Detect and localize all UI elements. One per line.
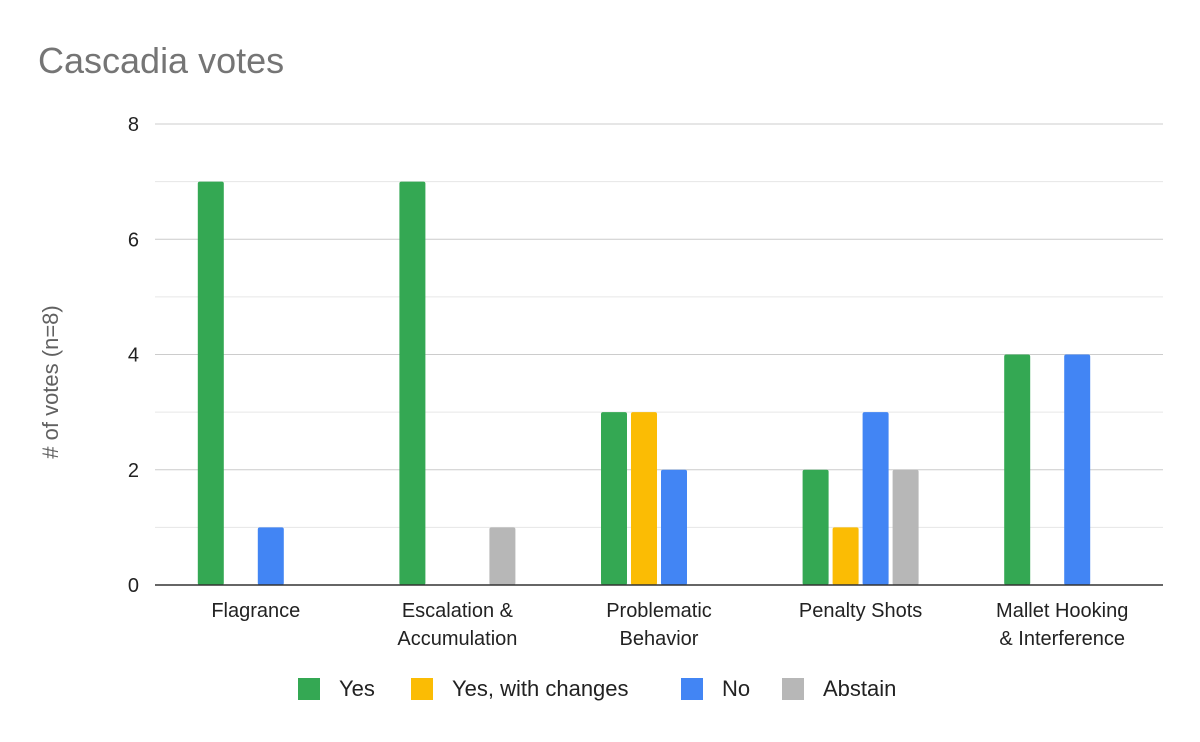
bar-no [661,469,687,585]
y-tick-label: 8 [128,114,139,136]
legend-swatch [298,678,320,700]
legend-item: No [681,676,750,702]
bar-abstain [489,527,516,585]
legend-label: Yes, with changes [452,676,629,701]
x-tick-label: Escalation & [402,600,514,622]
legend: Yes Yes, with changes No Abstain [0,676,1200,706]
bar-no [257,527,284,585]
legend-swatch [411,678,433,700]
bar-yes [601,412,627,585]
y-axis-label: # of votes (n=8) [38,305,63,458]
x-tick-label: Flagrance [211,600,300,622]
y-tick-label: 0 [128,575,139,597]
x-tick-label: Problematic [606,600,712,622]
bar-yes-with-changes [832,527,859,585]
bar-yes [802,469,829,585]
y-tick-label: 6 [128,229,139,251]
x-tick-label: Mallet Hooking [996,600,1128,622]
bar-yes [399,181,426,585]
bar-no [862,412,889,585]
bar-yes-with-changes [631,412,657,585]
bar-no [1064,354,1091,585]
chart-title: Cascadia votes [38,40,285,81]
legend-swatch [681,678,703,700]
bar-yes [1004,354,1031,585]
x-tick-label: Behavior [620,628,699,650]
bar-abstain [892,469,919,585]
x-tick-label: Accumulation [397,628,517,650]
legend-label: No [722,676,751,701]
y-tick-label: 4 [128,345,139,367]
legend-item: Yes, with changes [411,676,629,702]
y-tick-label: 2 [128,460,139,482]
x-tick-label: & Interference [999,628,1125,650]
x-tick-label: Penalty Shots [799,600,922,622]
legend-label: Abstain [823,676,897,701]
legend-label: Yes [339,676,375,701]
bar-yes [197,181,224,585]
legend-item: Yes [298,676,375,702]
legend-item: Abstain [782,676,896,702]
legend-swatch [782,678,804,700]
